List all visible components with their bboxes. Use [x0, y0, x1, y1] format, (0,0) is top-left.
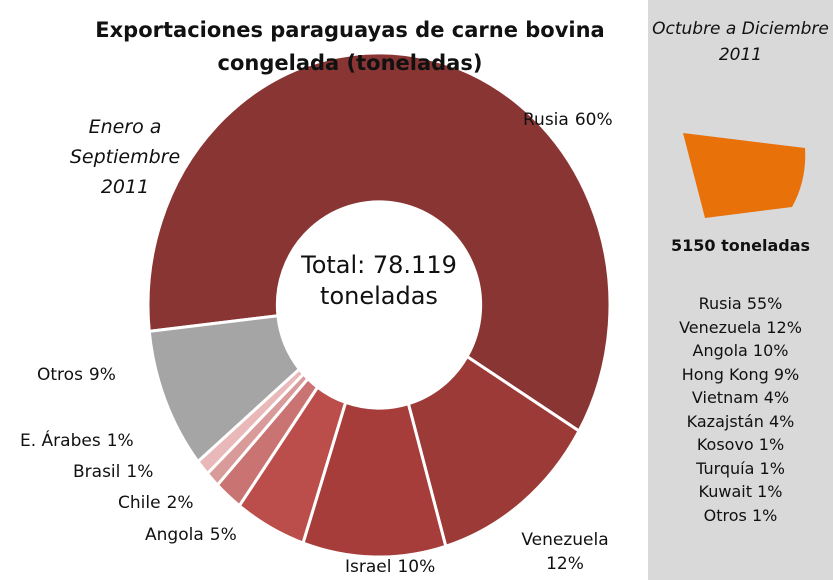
slice-value-label: 2% [167, 493, 194, 513]
slice-category: Rusia [523, 110, 569, 130]
center-label: Total: 78.119 toneladas [301, 251, 457, 310]
side-wedge [683, 133, 806, 218]
chart: Rusia 60% Venezuela 12% Israel 10% Angola 5% Chi… [20, 51, 613, 577]
slice-value-label: 60% [575, 110, 613, 130]
side-item: Rusia 55% [698, 294, 783, 313]
slice-category: Chile [118, 493, 161, 513]
side-period-label: Octubre a Diciembre 2011 [652, 19, 829, 65]
side-item: Kazajstán 4% [686, 411, 795, 431]
side-total: 5150 toneladas [670, 236, 811, 255]
slice-value-label: 1% [126, 462, 153, 482]
donut-slice [147, 314, 302, 464]
slice-value-label: 1% [107, 431, 134, 451]
slice-category: Brasil [73, 462, 120, 482]
slice-category: Venezuela [521, 530, 608, 550]
donut-slice [146, 51, 612, 434]
slice-category: Israel [345, 557, 391, 577]
slice-label: Angola 5% [145, 525, 237, 545]
slice-label: Brasil 1% [73, 462, 153, 482]
slice-value-label: 12% [546, 554, 584, 574]
side-item: Hong Kong 9% [681, 364, 800, 384]
donut-slice [406, 354, 582, 549]
slice-value-label: 5% [210, 525, 237, 545]
side-items: Rusia 55% Venezuela 12% Angola 10% Hong Kon… [648, 292, 833, 527]
side-item: Kosovo 1% [696, 435, 785, 454]
slice-category: E. Árabes [20, 429, 101, 451]
side-item: Angola 10% [692, 341, 789, 360]
slice-label: Israel 10% [345, 557, 435, 577]
slice-label: Venezuela 12% [521, 530, 608, 574]
slice-value-label: 9% [89, 365, 116, 385]
side-panel: Octubre a Diciembre 2011 5150 toneladas … [648, 0, 833, 580]
slice-label: Chile 2% [118, 493, 194, 513]
side-item: Otros 1% [703, 505, 778, 525]
slice-label: E. Árabes 1% [20, 429, 134, 451]
chart-title: Exportaciones paraguayas de carne bovina… [95, 18, 605, 75]
side-wedge-svg [683, 133, 806, 218]
slice-category: Angola [145, 525, 204, 545]
period-label: Enero a Septiembre 2011 [69, 116, 181, 198]
side-item: Kuwait 1% [698, 482, 783, 501]
slice-label: Rusia 60% [523, 110, 613, 130]
side-item: Turquía 1% [696, 458, 785, 478]
slice-value-label: 10% [397, 557, 435, 577]
side-item: Venezuela 12% [679, 317, 802, 337]
side-item: Vietnam 4% [691, 388, 790, 407]
slice-category: Otros [37, 365, 83, 385]
slice-label: Otros 9% [37, 365, 116, 385]
